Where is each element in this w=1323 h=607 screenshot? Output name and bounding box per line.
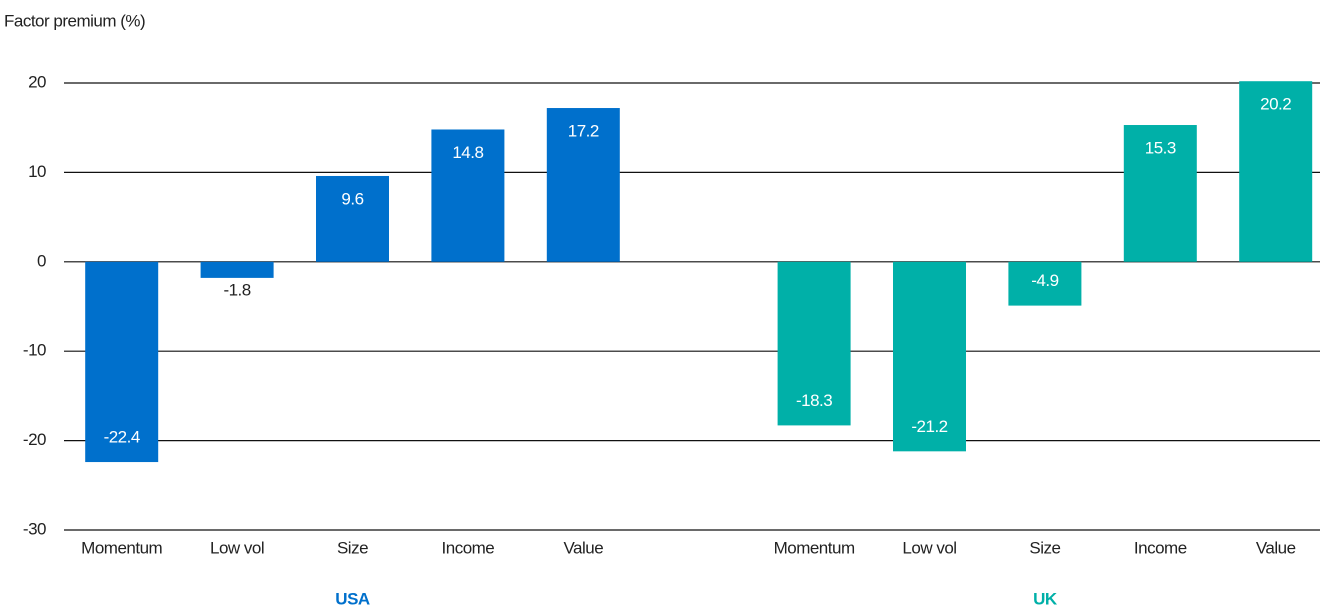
value-label: 14.8 — [452, 143, 483, 162]
value-label: 15.3 — [1145, 139, 1176, 158]
y-tick-label: 0 — [37, 251, 46, 270]
x-tick-label: Income — [442, 538, 495, 557]
group-label: UK — [1033, 589, 1058, 607]
value-label: -18.3 — [796, 391, 832, 410]
x-tick-label: Value — [563, 538, 603, 557]
y-tick-label: -30 — [23, 519, 46, 538]
y-tick-label: -20 — [23, 430, 46, 449]
y-tick-label: 20 — [28, 72, 46, 91]
value-label: 20.2 — [1260, 95, 1291, 114]
value-label: -22.4 — [104, 428, 140, 447]
bar — [546, 108, 620, 262]
bar — [893, 261, 966, 452]
value-label: 9.6 — [341, 189, 363, 208]
value-label: -1.8 — [223, 280, 250, 299]
bar — [1123, 125, 1197, 262]
value-label: -4.9 — [1031, 271, 1058, 290]
y-tick-label: -10 — [23, 341, 46, 360]
group-label: USA — [335, 589, 370, 607]
x-tick-label: Momentum — [81, 538, 162, 557]
x-tick-label: Momentum — [774, 538, 855, 557]
y-tick-label: 10 — [28, 162, 46, 181]
x-tick-label: Low vol — [902, 538, 956, 557]
bar — [1239, 81, 1313, 262]
x-tick-label: Income — [1134, 538, 1187, 557]
bar — [85, 261, 159, 463]
value-label: 17.2 — [568, 122, 599, 141]
x-tick-label: Size — [1029, 538, 1060, 557]
bar — [200, 261, 274, 278]
bar — [1008, 261, 1082, 306]
x-tick-label: Low vol — [210, 538, 264, 557]
value-label: -21.2 — [911, 417, 947, 436]
y-axis-label: Factor premium (%) — [4, 11, 145, 30]
bar — [431, 129, 505, 262]
x-tick-label: Value — [1256, 538, 1296, 557]
x-tick-label: Size — [337, 538, 368, 557]
bar — [777, 261, 851, 426]
bar — [316, 175, 389, 262]
